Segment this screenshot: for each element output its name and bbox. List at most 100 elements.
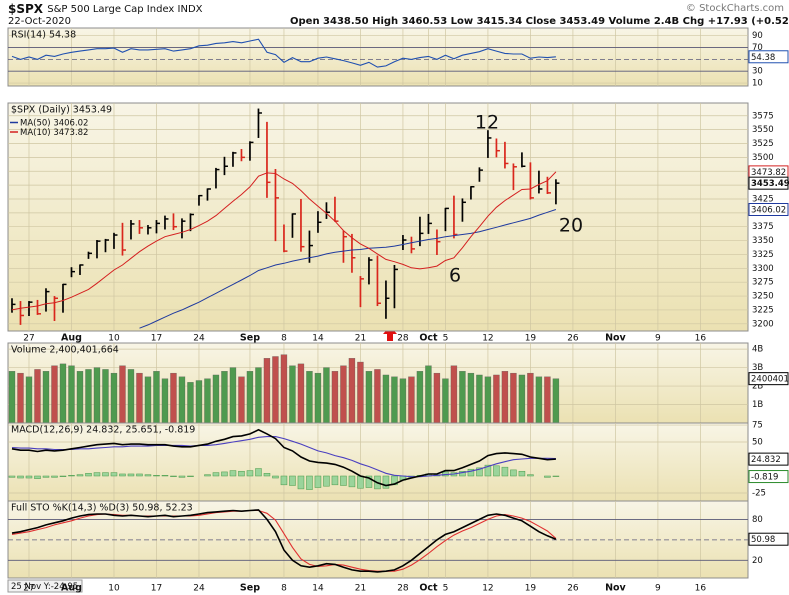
volume-bar: [263, 358, 271, 424]
volume-bar: [484, 376, 492, 424]
volume-bar: [314, 372, 322, 424]
value-flag: 50.98: [751, 535, 775, 545]
volume-bar: [297, 363, 305, 424]
histogram-bar: [314, 475, 322, 488]
histogram-bar: [59, 475, 67, 477]
histogram-bar: [187, 475, 194, 477]
volume-bar: [535, 376, 543, 424]
volume-bar: [501, 371, 509, 424]
value-flag: 3473.82: [751, 168, 786, 178]
value-flag: 54.38: [751, 53, 775, 63]
y-tick-label: 1B: [752, 400, 763, 410]
volume-bar: [467, 372, 475, 424]
legend-value: 3473.82: [53, 128, 88, 138]
volume-bar: [433, 372, 441, 424]
y-tick-label: -25: [752, 488, 766, 498]
panel-title: MACD(12,26,9) 24.832, 25.651, -0.819: [11, 425, 195, 436]
volume-bar: [391, 376, 398, 424]
volume-bar: [127, 369, 135, 424]
histogram-bar: [527, 474, 534, 477]
x-tick-label: 14: [312, 334, 324, 344]
x-tick-label: 5: [443, 334, 449, 344]
histogram-bar: [501, 466, 509, 477]
histogram-bar: [229, 470, 237, 477]
histogram-bar: [297, 475, 305, 490]
histogram-bar: [136, 473, 143, 477]
histogram-bar: [127, 473, 135, 477]
value-flag: 2400401: [751, 375, 789, 385]
histogram-bar: [289, 475, 296, 486]
histogram-bar: [348, 475, 356, 488]
volume-bar: [68, 365, 75, 424]
x-tick-label: 17: [151, 584, 162, 594]
y-tick-label: 3250: [752, 292, 774, 302]
histogram-bar: [255, 468, 262, 477]
x-tick-label: Sep: [240, 583, 260, 594]
legend-entry: MA(50) 3406.02: [20, 118, 88, 128]
y-tick-label: 3350: [752, 236, 774, 246]
x-tick-label: 21: [355, 334, 366, 344]
x-tick-label: Aug: [61, 583, 82, 594]
value-flag-box: [748, 470, 789, 484]
x-tick-label: 21: [355, 584, 366, 594]
volume-bar: [170, 372, 177, 424]
panel: [7, 27, 749, 87]
volume-bar: [93, 367, 101, 424]
volume-bar: [144, 376, 152, 424]
value-flag-box: [748, 372, 789, 386]
histogram-bar: [144, 474, 152, 477]
value-flag: 3406.02: [751, 205, 786, 215]
up-arrow: [383, 326, 397, 341]
volume-bar: [552, 378, 560, 424]
x-tick-label: 28: [397, 584, 409, 594]
volume-bar: [187, 382, 194, 424]
indicator-line: [11, 436, 556, 478]
volume-bar: [450, 365, 458, 424]
histogram-bar: [365, 475, 373, 488]
histogram-bar: [17, 475, 24, 479]
histogram-bar: [467, 468, 475, 477]
volume-bar: [408, 376, 415, 424]
histogram-bar: [323, 475, 330, 487]
volume-bar: [195, 380, 203, 424]
volume-bar: [102, 369, 109, 424]
y-tick-label: 3300: [752, 264, 774, 274]
volume-bar: [255, 367, 262, 424]
histogram-bar: [221, 471, 228, 477]
histogram-bar: [306, 475, 313, 490]
volume-bar: [59, 363, 67, 424]
x-tick-label: 24: [193, 584, 205, 594]
x-tick-label: Aug: [61, 333, 82, 344]
y-tick-label: 3275: [752, 278, 774, 288]
x-tick-label: 10: [108, 334, 120, 344]
histogram-bar: [34, 475, 41, 479]
volume-bar: [136, 372, 143, 424]
volume-bar: [42, 371, 50, 424]
legend-name: MA(10): [20, 128, 51, 138]
volume-bar: [238, 376, 245, 424]
volume-bar: [357, 361, 364, 424]
y-tick-label: 50: [752, 438, 763, 448]
histogram-bar: [161, 475, 169, 477]
volume-bar: [272, 356, 279, 424]
value-flag-box: [748, 202, 789, 216]
volume-bar: [340, 365, 347, 424]
volume-bar: [85, 369, 92, 424]
volume-bar: [442, 378, 449, 424]
histogram-bar: [246, 470, 254, 477]
x-tick-label: 5: [443, 584, 449, 594]
histogram-bar: [68, 475, 75, 477]
histogram-bar: [153, 475, 160, 477]
x-tick-label: 19: [525, 584, 537, 594]
moving-average: [11, 171, 557, 311]
volume-bar: [323, 367, 330, 424]
volume-bar: [348, 358, 356, 424]
indicator-line: [11, 509, 557, 573]
legend-value: 3406.02: [53, 118, 88, 128]
volume-bar: [76, 371, 84, 424]
volume-bar: [229, 367, 237, 424]
volume-bar: [289, 365, 296, 424]
x-tick-label: 9: [655, 584, 661, 594]
histogram-bar: [119, 473, 126, 477]
value-flag-box: [748, 532, 789, 546]
